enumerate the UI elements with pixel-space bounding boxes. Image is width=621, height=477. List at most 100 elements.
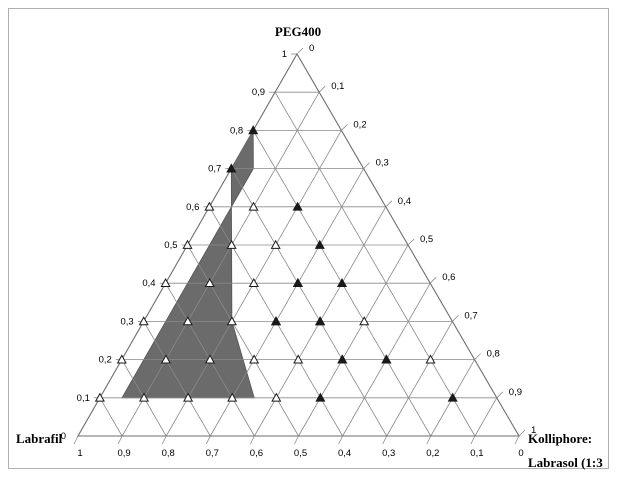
data-point-open: [160, 277, 171, 288]
data-point-open: [204, 277, 215, 288]
tick-label-left-edge: 0,5: [164, 240, 177, 251]
tick-label-right-edge: 0,6: [442, 272, 455, 283]
data-point-open: [227, 392, 238, 402]
tick-label-bottom-edge: 0,8: [162, 448, 175, 459]
tick-label-left-edge: 0,6: [186, 202, 199, 213]
tick-mark-bottom: [514, 435, 520, 445]
tick-label-right-edge: 0,5: [420, 234, 433, 245]
data-point-filled: [381, 354, 392, 364]
tick-label-bottom-edge: 0,9: [117, 448, 130, 459]
vertex-label-left: Labrafil: [16, 431, 63, 446]
tick-mark-bottom: [294, 435, 299, 445]
tick-mark-right: [385, 200, 393, 208]
tick-mark-right: [363, 162, 370, 169]
tick-label-bottom-edge: 0,1: [470, 448, 483, 459]
tick-label-right-edge: 0,7: [464, 310, 477, 321]
vertex-label-top: PEG400: [275, 24, 321, 39]
data-point-open: [116, 354, 127, 364]
tick-label-left-edge: 0: [61, 431, 66, 442]
data-point-open: [425, 354, 436, 364]
tick-label-right-edge: 0,3: [376, 158, 389, 169]
tick-mark-bottom: [426, 435, 432, 445]
vertex-label-right-line2: Labrasol (1:3: [528, 455, 603, 470]
data-point-open: [248, 201, 259, 211]
data-point-open: [249, 354, 260, 364]
tick-mark-right: [474, 353, 481, 360]
tick-mark-right: [496, 391, 504, 399]
data-point-open: [204, 201, 215, 211]
tick-mark-bottom: [470, 435, 476, 445]
data-point-open: [226, 316, 237, 326]
tick-label-right-edge: 0,2: [353, 119, 366, 130]
data-point-open: [271, 392, 282, 402]
grid-line-kolliphore: [474, 397, 498, 437]
data-point-filled: [447, 392, 458, 402]
data-point-filled: [315, 316, 326, 326]
tick-layer: 0,1 0,2 0,3 0,4 0,5 0,6 0,7 0,8 0,9 1 0 0 0,1 0,2 0,3 0…: [61, 43, 537, 459]
tick-label-bottom-edge: 0,5: [294, 448, 307, 459]
data-point-open: [359, 316, 370, 326]
tick-mark-right: [296, 47, 304, 55]
tick-mark-right: [341, 124, 348, 131]
data-point-open: [138, 316, 149, 326]
tick-label-left-edge: 0,1: [77, 393, 90, 404]
marker-layer: [94, 125, 458, 402]
tick-label-right-edge: 1: [531, 425, 536, 436]
tick-label-bottom-edge: 0,3: [382, 448, 395, 459]
tick-label-right-edge: 0,1: [331, 81, 344, 92]
tick-mark-bottom: [382, 435, 388, 445]
grid-line-kolliphore: [298, 244, 409, 437]
data-point-open: [138, 392, 150, 402]
data-point-open: [226, 239, 237, 249]
chart-frame: [8, 8, 609, 469]
tick-label-right-edge: 0,4: [398, 196, 411, 207]
grid-line-kolliphore: [209, 168, 364, 437]
tick-label-left-edge: 0,3: [120, 316, 133, 327]
data-point-filled: [336, 277, 348, 288]
tick-label-left-edge: 0,9: [252, 87, 265, 98]
vertex-label-right-line1: Kolliphore:: [528, 431, 592, 446]
data-point-open: [182, 316, 193, 326]
grid-line-labrafil: [99, 397, 123, 437]
tick-mark-bottom: [250, 435, 255, 445]
tick-label-left-edge: 0,8: [230, 125, 243, 136]
tick-label-bottom-edge: 0,6: [250, 448, 263, 459]
tick-mark-bottom: [117, 435, 123, 445]
grid-line-labrafil: [230, 168, 388, 437]
tick-label-left-edge: 0,4: [142, 278, 155, 289]
tick-mark-right: [407, 238, 415, 246]
tick-label-bottom-edge: 0,4: [338, 448, 351, 459]
data-point-filled: [226, 163, 237, 173]
data-point-filled: [315, 392, 326, 402]
tick-label-bottom-edge: 0,7: [206, 448, 219, 459]
tick-mark-bottom: [73, 435, 79, 445]
tick-mark-bottom: [161, 435, 167, 445]
data-point-open: [94, 392, 105, 402]
tick-label-left-edge: 0,7: [208, 164, 221, 175]
tick-label-right-edge: 0,8: [487, 349, 500, 360]
tick-label-left-edge: 1: [282, 49, 287, 60]
grid-line-labrafil: [143, 321, 211, 437]
data-point-open: [293, 354, 304, 364]
data-point-filled: [314, 239, 325, 249]
data-point-open: [248, 277, 259, 288]
data-point-filled: [292, 201, 303, 211]
tick-label-left-edge: 0,2: [99, 355, 112, 366]
tick-mark-right: [518, 429, 526, 437]
tick-label-right-edge: 0: [309, 43, 314, 54]
grid-line-kolliphore: [386, 321, 453, 437]
grid-line-labrafil: [187, 244, 299, 437]
tick-mark-right: [318, 85, 326, 93]
data-point-filled: [248, 125, 259, 135]
data-point-open: [160, 354, 171, 364]
data-point-filled: [292, 277, 303, 288]
data-point-filled: [337, 354, 348, 364]
tick-mark-bottom: [338, 435, 343, 445]
tick-mark-right: [429, 276, 437, 284]
tick-label-bottom-edge: 0: [518, 448, 523, 459]
grid-line-kolliphore: [121, 92, 320, 437]
tick-label-bottom-edge: 0,2: [426, 448, 439, 459]
data-point-open: [182, 239, 193, 249]
tick-mark-bottom: [205, 435, 211, 445]
